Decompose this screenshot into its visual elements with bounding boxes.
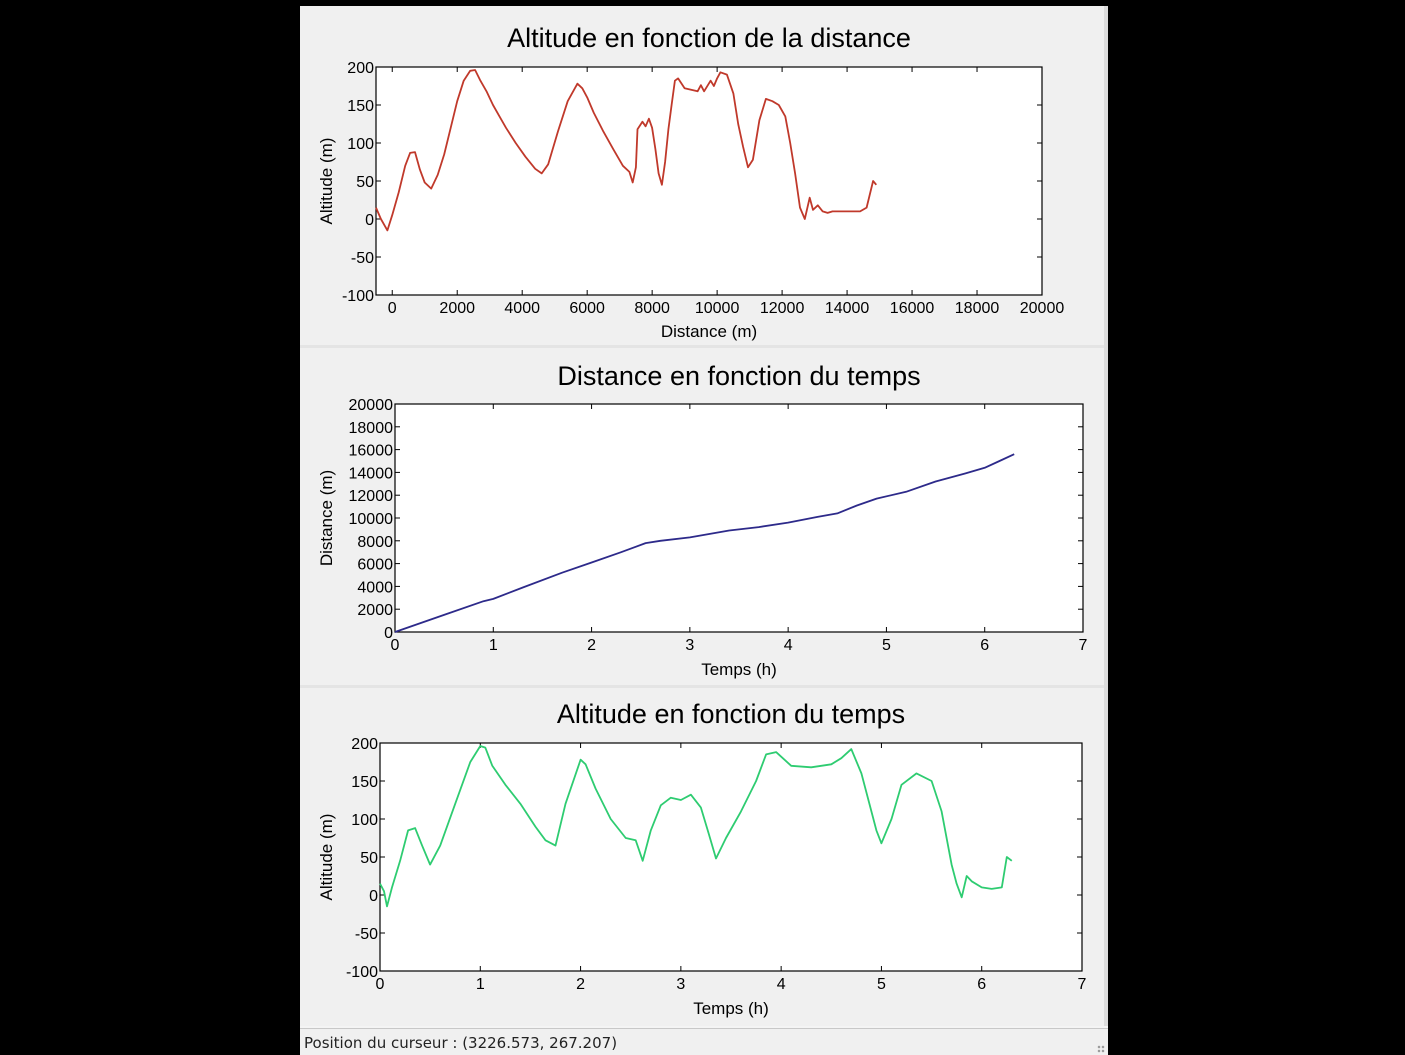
chart-2-ylabel: Distance (m) [317,470,336,566]
y-tick-label: 150 [347,98,374,115]
y-tick-label: -50 [351,250,374,267]
chart-3-series-line [379,745,1013,908]
x-tick-label: 1 [476,976,485,993]
x-tick-label: 6 [980,637,989,654]
chart-3-ylabel: Altitude (m) [317,814,336,901]
y-tick-label: 12000 [349,488,394,505]
panel-separator [300,685,1104,688]
panel-separator [300,345,1104,348]
y-tick-label: 200 [351,736,378,753]
y-tick-label: 100 [347,136,374,153]
y-tick-label: 0 [365,212,374,229]
y-tick-label: 6000 [357,557,393,574]
x-tick-label: 10000 [695,300,740,317]
x-tick-label: 14000 [825,300,870,317]
y-tick-label: 50 [356,174,374,191]
x-tick-label: 4000 [504,300,540,317]
y-tick-label: 2000 [357,602,393,619]
y-tick-label: 8000 [357,534,393,551]
y-tick-label: -100 [346,964,378,981]
x-tick-label: 2 [587,637,596,654]
x-tick-label: 4 [784,637,793,654]
x-tick-label: 2000 [439,300,475,317]
chart-2-xlabel: Temps (h) [701,660,777,679]
x-tick-label: 6000 [569,300,605,317]
y-tick-label: 100 [351,812,378,829]
x-tick-label: 8000 [634,300,670,317]
cursor-position-readout: Position du curseur : (3226.573, 267.207… [300,1034,617,1052]
y-tick-label: 14000 [349,465,394,482]
y-tick-label: 150 [351,774,378,791]
window-edge [1104,6,1108,1026]
x-tick-label: 0 [391,637,400,654]
x-tick-label: 12000 [760,300,805,317]
y-tick-label: 0 [384,625,393,642]
y-tick-label: -50 [355,926,378,943]
chart-2-title: Distance en fonction du temps [557,361,920,391]
x-tick-label: 18000 [955,300,1000,317]
y-tick-label: -100 [342,288,374,305]
y-tick-label: 16000 [349,443,394,460]
x-tick-label: 5 [877,976,886,993]
chart-1-plot-area[interactable] [375,66,1043,296]
chart-1-ylabel: Altitude (m) [317,138,336,225]
cursor-position-value: (3226.573, 267.207) [462,1033,618,1052]
x-tick-label: 2 [576,976,585,993]
y-tick-label: 200 [347,60,374,77]
x-tick-label: 0 [376,976,385,993]
chart-3-plot-area[interactable] [379,742,1083,972]
plots-canvas[interactable]: Altitude en fonction de la distance Dista… [300,6,1108,1026]
status-bar: Position du curseur : (3226.573, 267.207… [300,1028,1108,1055]
x-tick-label: 6 [977,976,986,993]
y-tick-label: 10000 [349,511,394,528]
x-tick-label: 0 [388,300,397,317]
figure-window: Altitude en fonction de la distance Dista… [300,6,1108,1055]
chart-2-series-line [394,453,1015,633]
chart-2-plot-area[interactable] [394,403,1084,633]
chart-1-series-line [375,69,877,232]
y-tick-label: 0 [369,888,378,905]
x-tick-label: 16000 [890,300,935,317]
x-tick-label: 4 [777,976,786,993]
chart-3-xlabel: Temps (h) [693,999,769,1018]
y-tick-label: 18000 [349,420,394,437]
chart-1-xlabel: Distance (m) [661,322,757,341]
y-tick-label: 4000 [357,579,393,596]
chart-1-title: Altitude en fonction de la distance [507,23,911,53]
y-tick-label: 20000 [349,397,394,414]
resize-grip-icon[interactable] [1097,1045,1105,1053]
x-tick-label: 7 [1078,976,1087,993]
plots-area: Altitude en fonction de la distance Dista… [300,6,1108,1026]
x-tick-label: 5 [882,637,891,654]
chart-3-title: Altitude en fonction du temps [557,699,905,729]
x-tick-label: 1 [489,637,498,654]
y-tick-label: 50 [360,850,378,867]
x-tick-label: 7 [1079,637,1088,654]
x-tick-label: 3 [685,637,694,654]
cursor-position-label: Position du curseur : [304,1033,463,1052]
x-tick-label: 3 [676,976,685,993]
x-tick-label: 20000 [1020,300,1065,317]
